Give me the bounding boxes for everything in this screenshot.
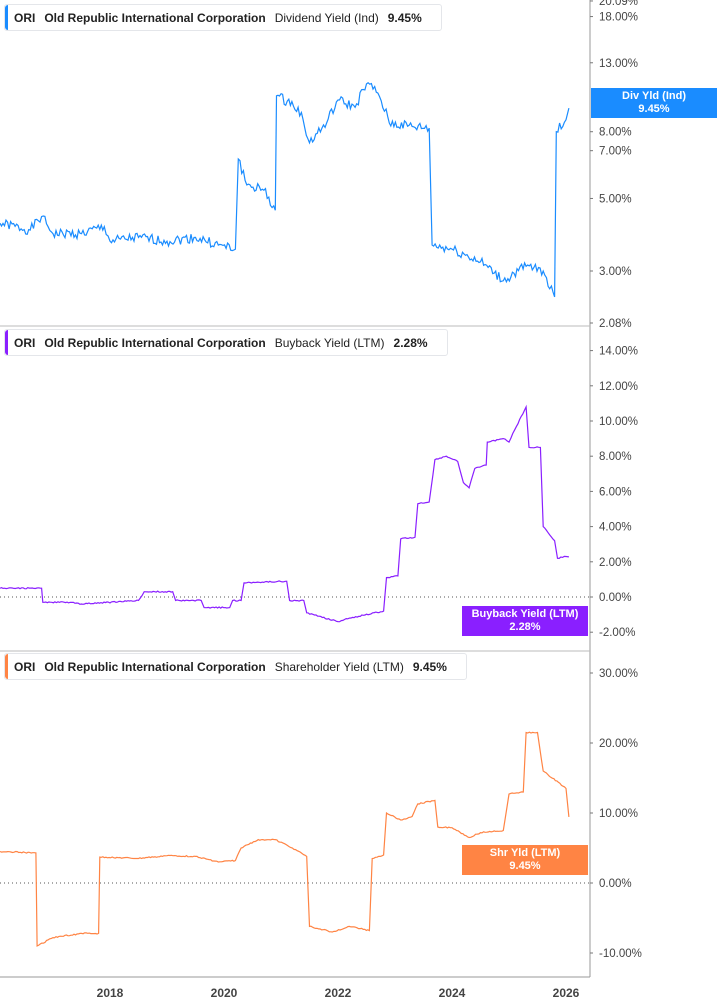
y-tick-label: 2.08%	[599, 318, 632, 330]
y-tick-label: 12.00%	[599, 381, 638, 393]
tag-value: 9.45%	[509, 860, 541, 872]
legend-color-bar	[5, 330, 8, 355]
last-value-tag-3: Shr Yld (LTM) 9.45%	[462, 845, 588, 875]
tag-label: Buyback Yield (LTM)	[471, 608, 579, 620]
legend-metric: Dividend Yield (Ind)	[274, 10, 379, 25]
y-tick-label: 6.00%	[599, 486, 632, 498]
legend-1[interactable]: ORI Old Republic International Corporatio…	[4, 4, 442, 31]
legend-color-bar	[5, 654, 8, 679]
y-tick-label: -10.00%	[599, 948, 642, 960]
y-tick-label: 10.00%	[599, 416, 638, 428]
legend-company: Old Republic International Corporation	[44, 10, 266, 25]
tag-value: 9.45%	[638, 103, 670, 115]
y-tick-label: 0.00%	[599, 592, 632, 604]
legend-company: Old Republic International Corporation	[44, 659, 266, 674]
y-tick-label: 20.09%	[599, 0, 638, 8]
legend-company: Old Republic International Corporation	[44, 335, 266, 350]
y-tick-label: 18.00%	[599, 12, 638, 24]
x-tick-label: 2026	[553, 986, 580, 1000]
y-tick-label: 4.00%	[599, 522, 632, 534]
x-tick-label: 2018	[97, 986, 124, 1000]
y-tick-label: 13.00%	[599, 58, 638, 70]
y-tick-label: 14.00%	[599, 346, 638, 358]
last-value-tag-2: Buyback Yield (LTM) 2.28%	[462, 606, 588, 636]
y-tick-label: 8.00%	[599, 127, 632, 139]
y-tick-label: 0.00%	[599, 878, 632, 890]
legend-ticker: ORI	[14, 10, 36, 25]
legend-3[interactable]: ORI Old Republic International Corporatio…	[4, 653, 467, 680]
tag-value: 2.28%	[509, 621, 541, 633]
series-line-1	[0, 82, 570, 298]
y-tick-label: 20.00%	[599, 738, 638, 750]
y-tick-label: 3.00%	[599, 266, 632, 278]
legend-ticker: ORI	[14, 335, 36, 350]
x-tick-label: 2024	[439, 986, 466, 1000]
legend-ticker: ORI	[14, 659, 36, 674]
y-tick-label: 2.00%	[599, 557, 632, 569]
tag-label: Shr Yld (LTM)	[489, 847, 561, 859]
y-tick-label: 8.00%	[599, 451, 632, 463]
legend-value: 9.45%	[412, 659, 447, 674]
tag-label: Div Yld (Ind)	[622, 90, 686, 102]
legend-value: 2.28%	[393, 335, 428, 350]
legend-metric: Buyback Yield (LTM)	[274, 335, 385, 350]
legend-color-bar	[5, 5, 8, 30]
legend-metric: Shareholder Yield (LTM)	[274, 659, 404, 674]
series-line-2	[0, 404, 569, 623]
y-tick-label: 30.00%	[599, 668, 638, 680]
series-line-3	[0, 731, 570, 947]
x-tick-label: 2022	[325, 986, 352, 1000]
y-tick-label: -2.00%	[599, 627, 635, 639]
y-tick-label: 7.00%	[599, 146, 632, 158]
y-tick-label: 10.00%	[599, 808, 638, 820]
last-value-tag-1: Div Yld (Ind) 9.45%	[591, 88, 717, 118]
legend-2[interactable]: ORI Old Republic International Corporatio…	[4, 329, 448, 356]
x-tick-label: 2020	[211, 986, 238, 1000]
y-tick-label: 5.00%	[599, 193, 632, 205]
legend-value: 9.45%	[387, 10, 422, 25]
